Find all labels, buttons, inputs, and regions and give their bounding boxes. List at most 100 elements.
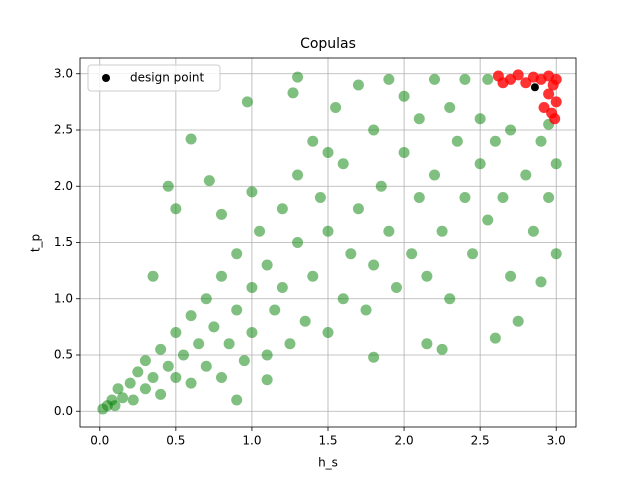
point — [208, 321, 220, 333]
point — [307, 270, 319, 282]
point — [421, 338, 433, 350]
chart-title: Copulas — [300, 36, 356, 52]
point — [269, 304, 281, 316]
point — [505, 124, 517, 136]
point — [520, 77, 532, 89]
point — [543, 88, 555, 100]
point — [292, 71, 304, 83]
y-tick-label: 1.0 — [54, 291, 73, 305]
point — [538, 102, 550, 113]
point — [292, 169, 304, 181]
point — [276, 203, 288, 215]
point — [292, 237, 304, 248]
point — [287, 87, 299, 99]
point — [360, 304, 372, 316]
point — [127, 394, 139, 406]
point — [284, 338, 296, 350]
y-axis-label: t_p — [29, 234, 43, 252]
point — [512, 315, 524, 327]
legend-label: design point — [130, 71, 205, 85]
x-tick-label: 0.5 — [166, 434, 185, 448]
point — [527, 225, 539, 237]
point — [550, 158, 562, 170]
point — [254, 225, 266, 237]
point — [497, 77, 509, 89]
point — [147, 270, 159, 282]
point — [444, 293, 456, 305]
point — [520, 169, 532, 181]
point — [322, 147, 334, 158]
point — [261, 259, 273, 271]
point — [132, 366, 144, 378]
point — [215, 372, 227, 383]
point — [147, 372, 159, 383]
x-tick-label: 1.0 — [242, 434, 261, 448]
legend: design point — [87, 64, 221, 92]
point — [261, 374, 273, 386]
point — [505, 270, 517, 282]
y-tick-label: 0.0 — [54, 404, 73, 418]
y-tick-label: 3.0 — [54, 66, 73, 80]
point — [193, 338, 205, 350]
point — [550, 73, 562, 85]
point — [246, 327, 258, 338]
y-tick-label: 1.5 — [54, 235, 73, 249]
point — [238, 355, 250, 367]
point — [200, 293, 212, 305]
point — [276, 282, 288, 293]
point — [444, 102, 456, 113]
series — [492, 69, 562, 125]
point — [185, 377, 197, 389]
point — [200, 360, 212, 372]
point — [155, 343, 167, 355]
series — [530, 83, 539, 92]
point — [231, 304, 243, 316]
point — [406, 248, 418, 260]
point — [421, 270, 433, 282]
point — [436, 225, 448, 237]
point — [368, 124, 380, 136]
point — [170, 372, 182, 383]
series — [97, 71, 562, 415]
point — [497, 192, 509, 203]
legend-marker — [102, 74, 110, 82]
point — [352, 203, 364, 215]
point — [162, 360, 174, 372]
point — [170, 203, 182, 215]
point — [231, 248, 243, 260]
point — [368, 259, 380, 271]
point — [535, 135, 547, 147]
point — [413, 113, 425, 125]
point — [459, 192, 471, 203]
point — [368, 351, 380, 363]
point — [337, 158, 349, 170]
x-axis-label: h_s — [318, 456, 338, 470]
point — [261, 349, 273, 361]
x-tick-label: 3.0 — [547, 434, 566, 448]
point — [246, 282, 258, 293]
point — [398, 147, 410, 158]
point — [467, 248, 479, 260]
point — [223, 338, 235, 350]
point — [543, 192, 555, 203]
point — [482, 73, 494, 85]
y-tick-label: 2.5 — [54, 123, 73, 137]
point — [109, 400, 121, 412]
point — [322, 327, 334, 338]
x-tick-label: 0.0 — [90, 434, 109, 448]
point — [451, 135, 463, 147]
point — [139, 383, 151, 395]
point — [241, 96, 253, 108]
point — [549, 113, 561, 125]
point — [307, 135, 319, 147]
point — [185, 310, 197, 322]
point — [383, 73, 395, 85]
point — [185, 133, 197, 145]
point — [512, 69, 524, 81]
y-tick-label: 2.0 — [54, 179, 73, 193]
point — [246, 186, 258, 198]
point — [530, 83, 539, 92]
legend-box — [87, 64, 221, 92]
point — [535, 276, 547, 288]
point — [112, 383, 124, 395]
